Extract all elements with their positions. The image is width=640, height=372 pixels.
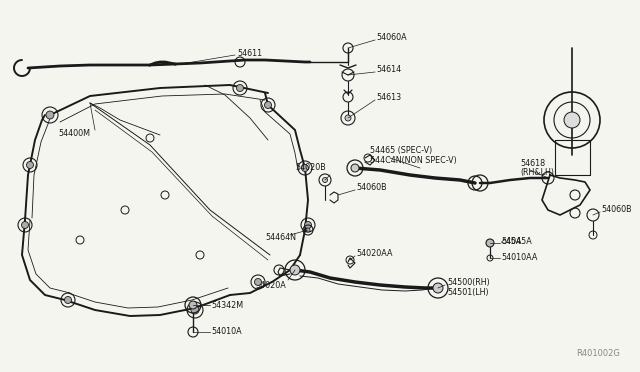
Text: 544C4N(NON SPEC-V): 544C4N(NON SPEC-V) [370,155,457,164]
Text: 54010AA: 54010AA [501,253,538,263]
Text: R401002G: R401002G [576,349,620,358]
Circle shape [345,115,351,121]
Circle shape [26,161,33,169]
Text: 54400M: 54400M [58,128,90,138]
Circle shape [65,296,72,304]
Text: 54045A: 54045A [501,237,532,246]
Circle shape [46,111,54,119]
Text: 54060B: 54060B [356,183,387,192]
Circle shape [433,283,443,293]
Circle shape [264,102,271,109]
Text: 54464N: 54464N [265,232,296,241]
Text: (RH&LH): (RH&LH) [520,169,554,177]
Circle shape [290,265,300,275]
Circle shape [305,221,312,228]
Circle shape [351,164,359,172]
Circle shape [306,228,310,232]
Text: 54020AA: 54020AA [356,250,392,259]
Circle shape [486,239,494,247]
Text: Հ45A: Հ45A [501,237,522,246]
Text: 54465 (SPEC-V): 54465 (SPEC-V) [370,145,432,154]
Text: 54613: 54613 [376,93,401,103]
Circle shape [191,306,199,314]
Circle shape [189,301,197,309]
Text: 54060B: 54060B [601,205,632,215]
Text: 54618: 54618 [520,158,545,167]
Text: 54500(RH): 54500(RH) [447,278,490,286]
Text: 54501(LH): 54501(LH) [447,288,488,296]
Text: 54060A: 54060A [376,33,406,42]
Circle shape [564,112,580,128]
Circle shape [323,177,328,183]
Circle shape [301,164,308,171]
Circle shape [237,84,243,92]
Text: 54020B: 54020B [295,164,326,173]
Text: 54342M: 54342M [211,301,243,310]
Circle shape [22,221,29,228]
Text: 54010A: 54010A [211,327,242,337]
Text: 54611: 54611 [237,48,262,58]
Text: 54020A: 54020A [255,280,285,289]
Circle shape [255,279,262,285]
Text: 54614: 54614 [376,65,401,74]
